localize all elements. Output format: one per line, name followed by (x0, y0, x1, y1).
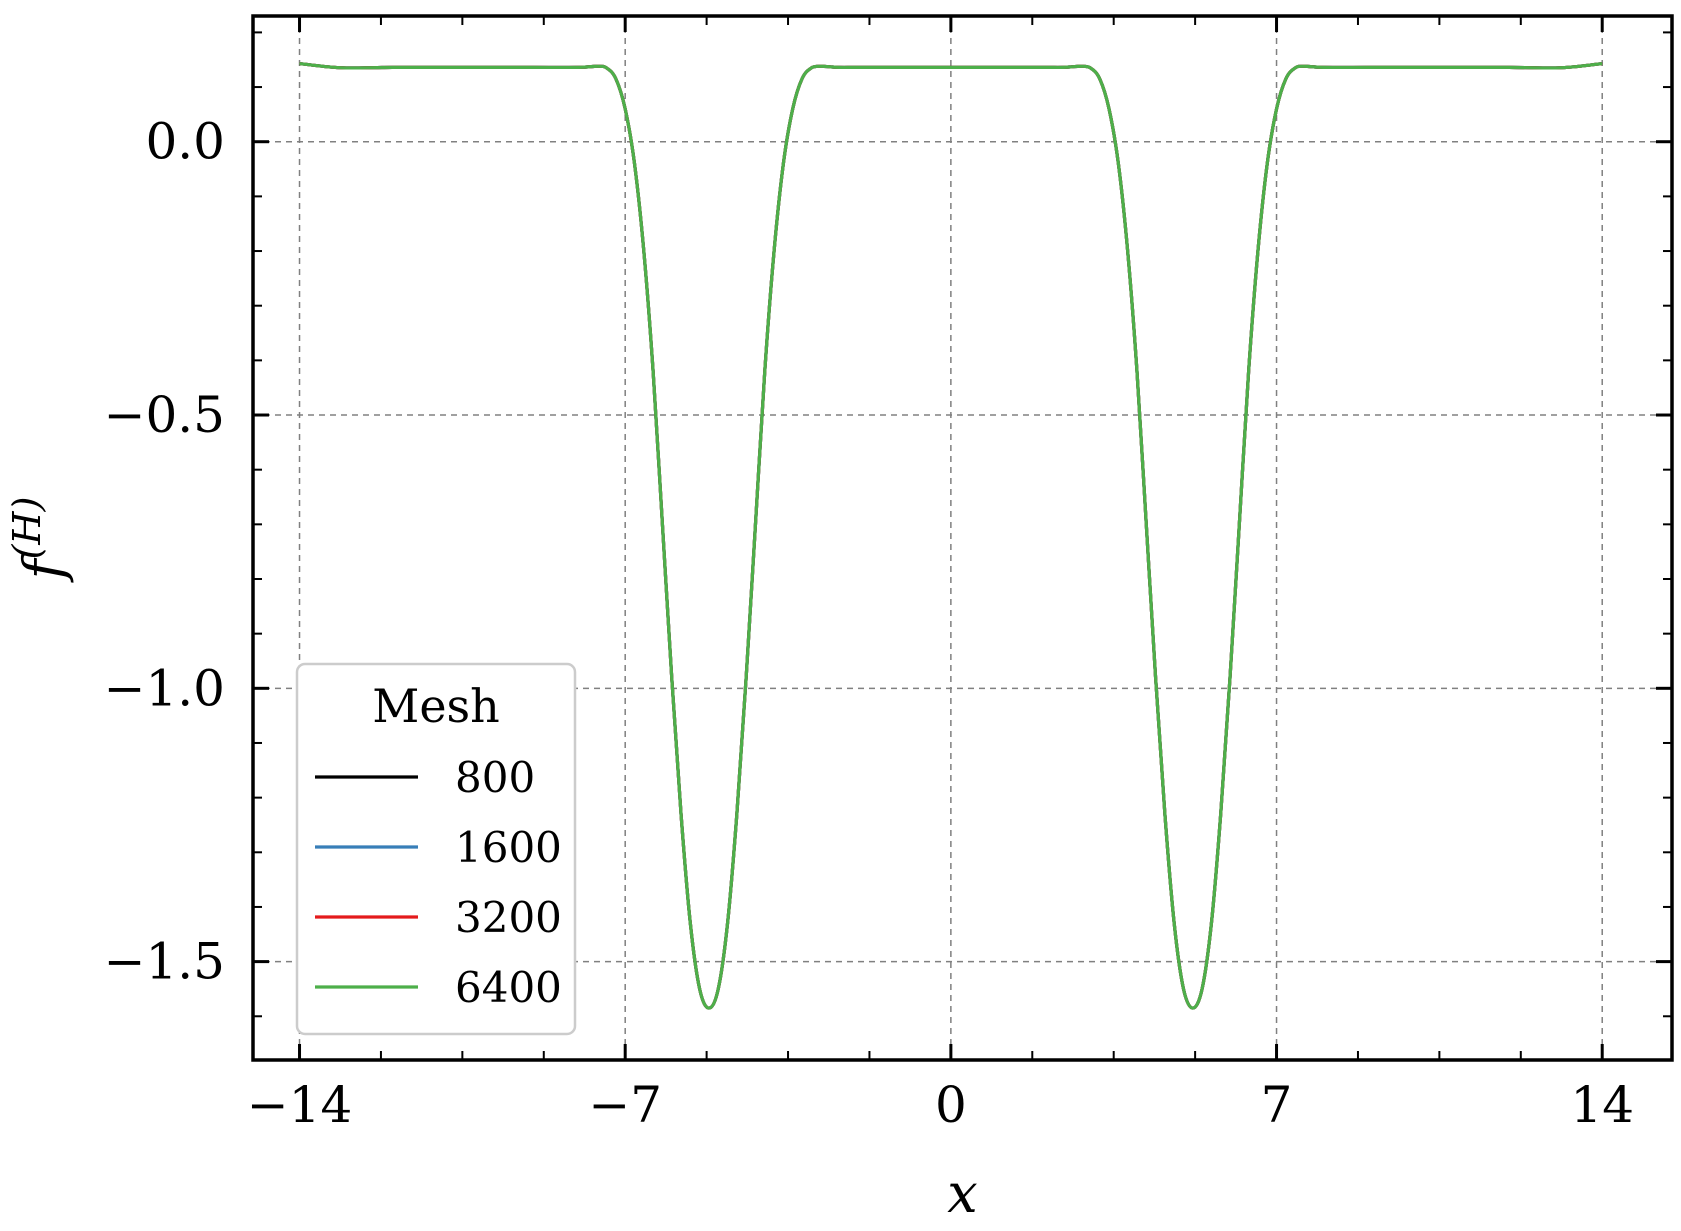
y-tick-label: −1.5 (104, 933, 225, 991)
legend: Mesh 800 1600 3200 6400 (295, 662, 577, 1036)
svg-text:f(H): f(H) (5, 497, 75, 584)
legend-label-1600: 1600 (455, 823, 562, 872)
legend-label-800: 800 (455, 753, 535, 802)
x-axis-label: x (947, 1162, 977, 1225)
tick-labels: −14 −7 0 7 14 0.0 −0.5 −1.0 −1.5 (104, 113, 1634, 1134)
y-tick-label: −1.0 (104, 659, 225, 717)
y-axis-label: f(H) (5, 497, 75, 584)
legend-label-3200: 3200 (455, 893, 562, 942)
x-tick-label: 0 (935, 1076, 967, 1134)
y-axis-label-superscript: (H) (5, 497, 49, 560)
y-tick-label: −0.5 (104, 386, 225, 444)
x-tick-label: −14 (247, 1076, 353, 1134)
series-lines (299, 61, 1603, 1010)
legend-title: Mesh (372, 679, 500, 733)
series-line-6400 (299, 61, 1603, 1010)
legend-entries: 800 1600 3200 6400 (315, 753, 562, 1012)
legend-box (295, 662, 577, 1036)
y-tick-label: 0.0 (145, 113, 225, 171)
legend-label-6400: 6400 (455, 963, 562, 1012)
x-tick-label: 14 (1570, 1076, 1634, 1134)
x-tick-label: −7 (588, 1076, 662, 1134)
x-tick-label: 7 (1261, 1076, 1293, 1134)
plot-frame (251, 14, 1674, 1062)
